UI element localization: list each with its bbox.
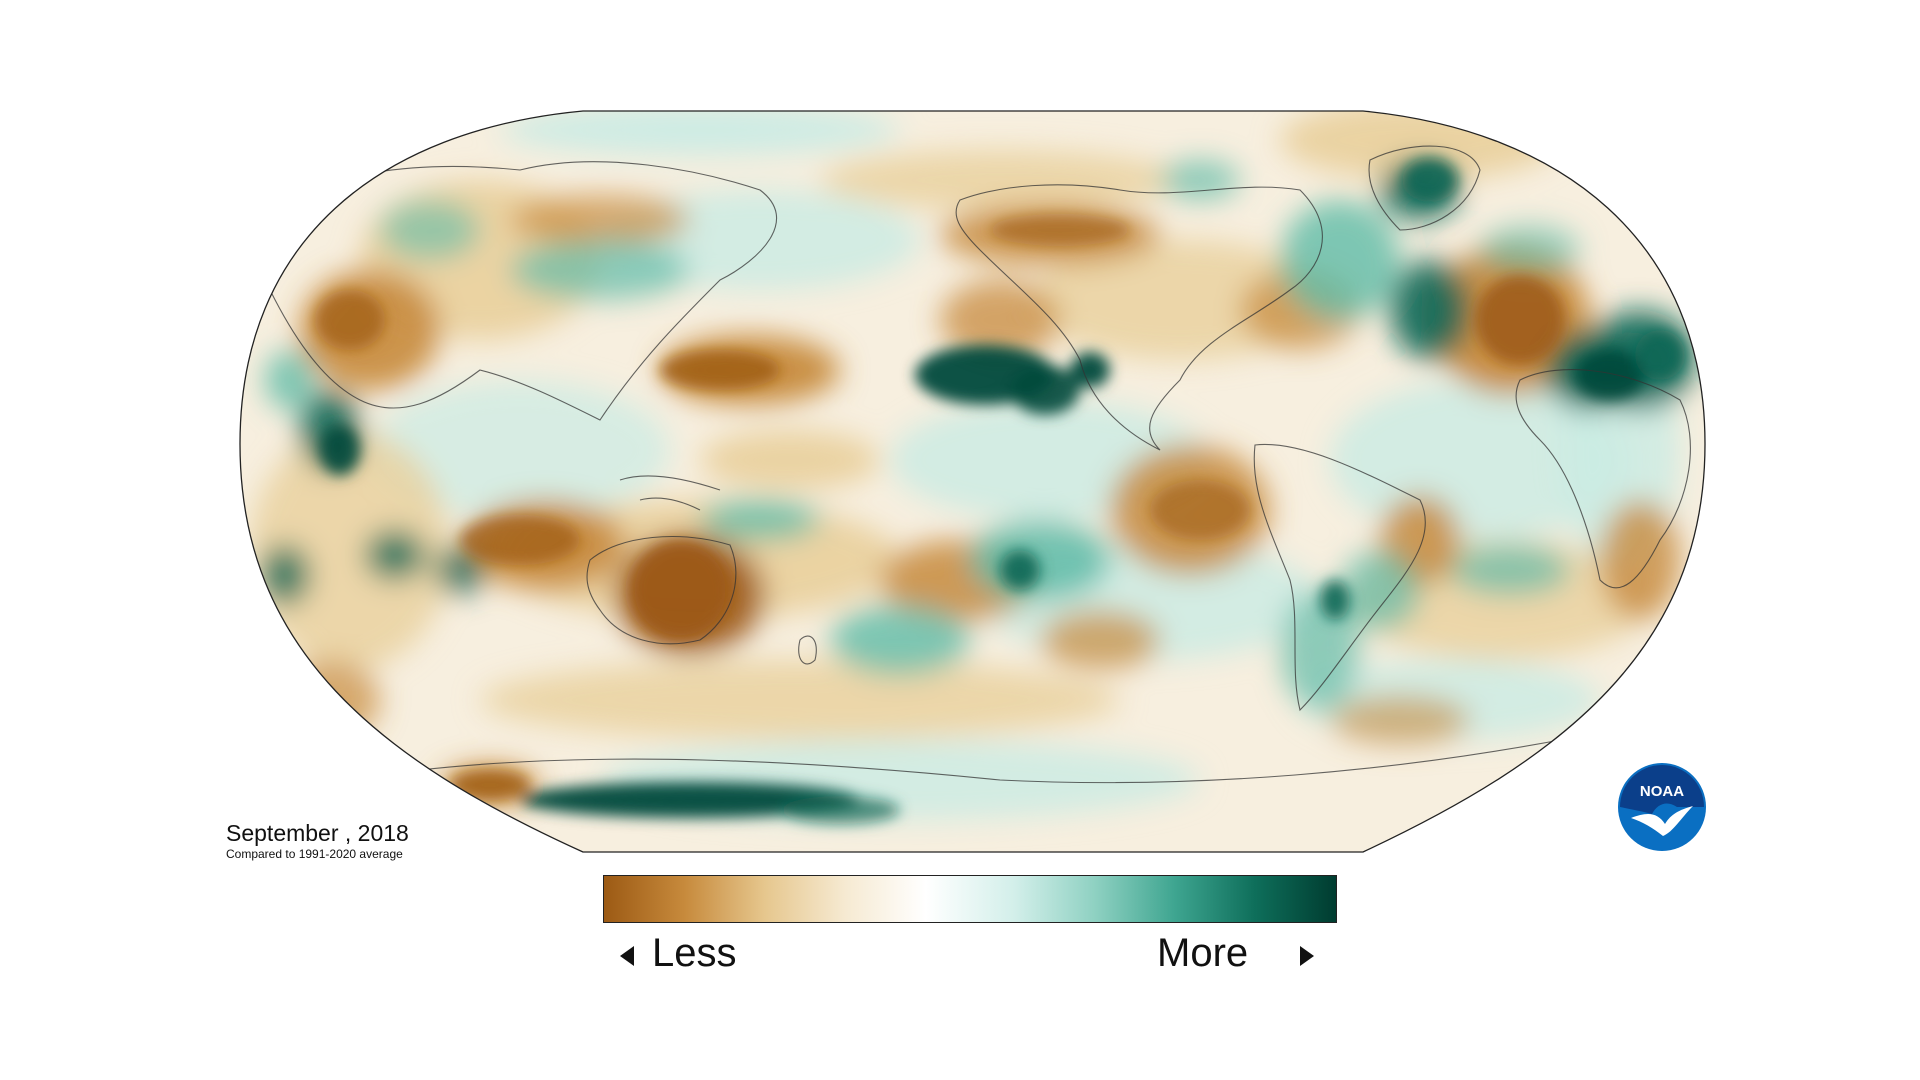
anomaly-patch <box>435 545 485 595</box>
noaa-logo-text: NOAA <box>1640 783 1684 800</box>
anomaly-patch <box>940 280 1060 360</box>
anomaly-patch <box>660 350 780 390</box>
anomaly-patch <box>700 500 820 540</box>
anomaly-patch <box>315 290 385 350</box>
coastline <box>1368 145 1481 231</box>
anomaly-patch <box>450 770 530 800</box>
anomaly-patch <box>1475 275 1565 365</box>
anomaly-patch <box>1575 350 1645 400</box>
anomaly-patch <box>380 200 480 260</box>
coastline <box>798 635 817 665</box>
coastline <box>1515 369 1691 589</box>
anomaly-patch <box>630 540 730 640</box>
anomaly-patch <box>370 380 670 520</box>
anomaly-patch <box>510 240 690 300</box>
anomaly-patch <box>460 515 580 565</box>
coastline <box>1253 443 1426 712</box>
coastline <box>419 739 1561 784</box>
anomaly-patch <box>1340 550 1420 630</box>
baseline-label: Compared to 1991-2020 average <box>226 847 403 861</box>
anomaly-patch <box>1402 158 1458 202</box>
anomaly-patch <box>480 660 1120 740</box>
coastline <box>619 475 721 511</box>
anomaly-patch <box>520 782 860 818</box>
anomaly-patch <box>260 545 310 605</box>
coastline <box>257 161 778 421</box>
anomaly-patch <box>1000 550 1040 590</box>
anomaly-patch <box>700 430 880 490</box>
anomaly-field <box>240 111 1705 852</box>
anomaly-patch <box>250 430 450 670</box>
anomaly-patch <box>1160 160 1240 200</box>
anomaly-patch <box>1480 225 1580 275</box>
anomaly-patch <box>1040 610 1160 670</box>
anomaly-patch <box>500 111 900 155</box>
coastline <box>586 536 737 645</box>
colorbar <box>603 875 1337 923</box>
map-outline <box>239 110 1706 853</box>
anomaly-patch <box>1450 545 1570 595</box>
noaa-logo-icon: NOAA <box>1618 763 1706 851</box>
anomaly-patch <box>1150 480 1250 540</box>
anomaly-patch <box>1280 200 1400 320</box>
anomaly-patch <box>365 530 425 580</box>
anomaly-patch <box>1635 330 1685 380</box>
anomaly-patch <box>265 350 315 410</box>
anomaly-patch <box>780 796 900 824</box>
anomaly-patch <box>830 605 970 675</box>
anomaly-patch <box>990 214 1130 246</box>
anomaly-patch <box>970 520 1110 600</box>
continent-outlines <box>257 145 1691 784</box>
anomaly-patch <box>1070 352 1110 388</box>
anomaly-patch <box>1390 260 1470 360</box>
colorbar-less-label: Less <box>652 931 737 975</box>
anomaly-patch <box>1320 580 1350 620</box>
anomaly-patch <box>320 425 360 475</box>
anomaly-patch <box>1600 500 1680 620</box>
coastline <box>955 184 1323 451</box>
colorbar-more-label: More <box>1157 931 1249 975</box>
anomaly-patch <box>1010 365 1080 415</box>
arrow-right-icon <box>1300 946 1314 966</box>
anomaly-patch <box>820 150 1180 210</box>
anomaly-patch <box>510 195 690 245</box>
anomaly-patch <box>280 660 380 740</box>
anomaly-patch <box>1330 695 1470 745</box>
date-label: September , 2018 <box>226 820 409 846</box>
anomaly-patch <box>1280 590 1360 710</box>
arrow-left-icon <box>620 946 634 966</box>
